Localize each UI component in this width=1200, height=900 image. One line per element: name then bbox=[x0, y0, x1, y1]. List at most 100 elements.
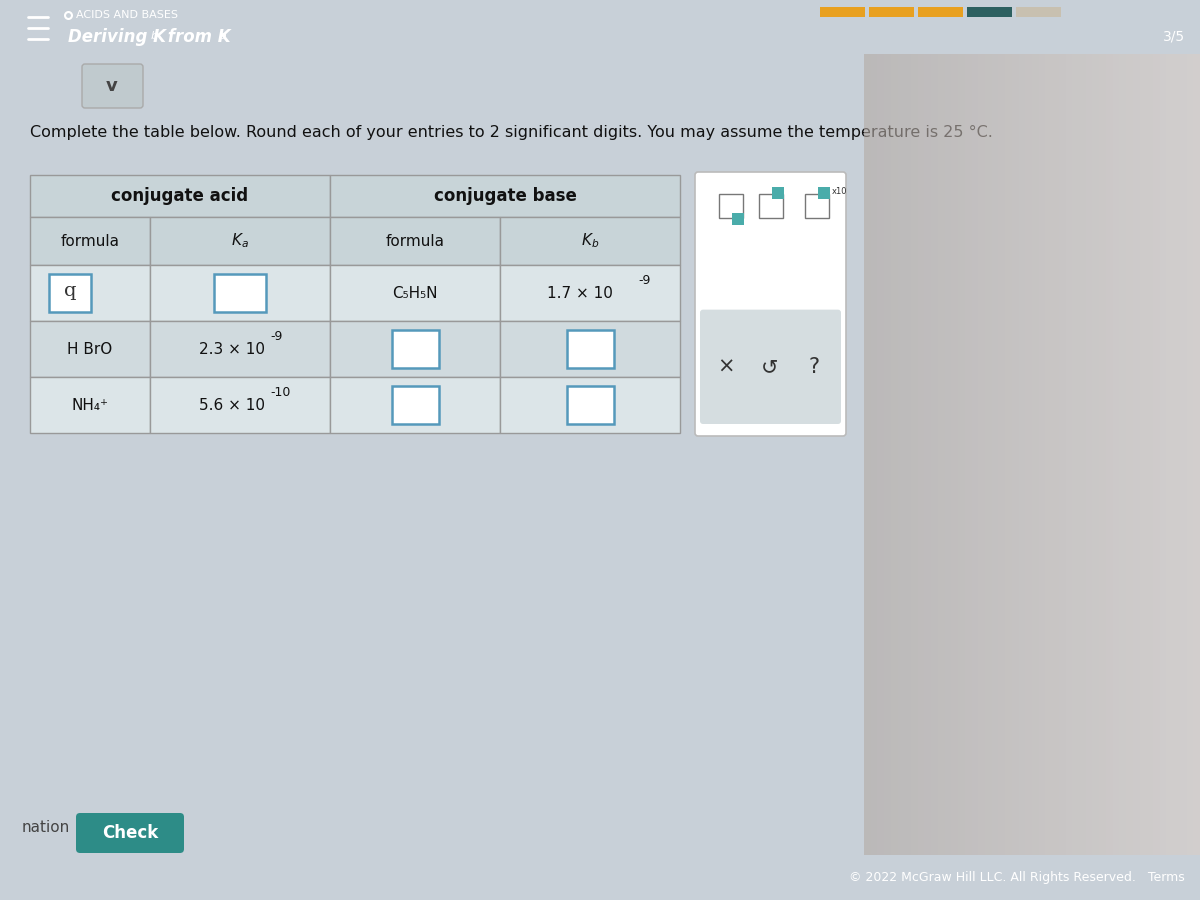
Bar bbox=[1045, 54, 1052, 855]
Bar bbox=[1012, 54, 1019, 855]
Bar bbox=[732, 213, 744, 225]
Bar bbox=[1006, 54, 1012, 855]
Bar bbox=[1058, 54, 1066, 855]
Text: nation: nation bbox=[22, 820, 71, 834]
Bar bbox=[978, 54, 985, 855]
FancyBboxPatch shape bbox=[695, 172, 846, 436]
FancyBboxPatch shape bbox=[30, 217, 150, 265]
Bar bbox=[967, 7, 1012, 17]
FancyBboxPatch shape bbox=[30, 265, 150, 321]
Text: a: a bbox=[220, 31, 227, 41]
Bar bbox=[1025, 54, 1032, 855]
Bar bbox=[877, 54, 884, 855]
Text: $K_a$: $K_a$ bbox=[232, 231, 248, 250]
FancyBboxPatch shape bbox=[150, 265, 330, 321]
Bar bbox=[965, 54, 972, 855]
FancyBboxPatch shape bbox=[805, 194, 829, 218]
Text: ?: ? bbox=[809, 356, 820, 377]
FancyBboxPatch shape bbox=[500, 217, 680, 265]
Bar bbox=[1120, 54, 1126, 855]
FancyBboxPatch shape bbox=[330, 217, 500, 265]
FancyBboxPatch shape bbox=[391, 330, 438, 368]
Bar bbox=[1159, 54, 1166, 855]
Bar bbox=[1126, 54, 1133, 855]
Bar bbox=[1039, 54, 1045, 855]
Bar bbox=[1133, 54, 1140, 855]
FancyBboxPatch shape bbox=[30, 321, 150, 377]
Text: formula: formula bbox=[385, 233, 444, 248]
FancyBboxPatch shape bbox=[150, 377, 330, 433]
Bar bbox=[905, 54, 911, 855]
Bar bbox=[1174, 54, 1180, 855]
FancyBboxPatch shape bbox=[500, 377, 680, 433]
Text: ↺: ↺ bbox=[761, 356, 779, 377]
Text: 3/5: 3/5 bbox=[1163, 30, 1186, 44]
Text: x10: x10 bbox=[832, 186, 847, 195]
Bar bbox=[884, 54, 890, 855]
Bar bbox=[890, 54, 898, 855]
FancyBboxPatch shape bbox=[500, 265, 680, 321]
FancyBboxPatch shape bbox=[760, 194, 784, 218]
Text: ×: × bbox=[718, 356, 734, 377]
Bar bbox=[931, 54, 938, 855]
Bar bbox=[1086, 54, 1092, 855]
Bar bbox=[898, 54, 905, 855]
FancyBboxPatch shape bbox=[500, 321, 680, 377]
Bar bbox=[911, 54, 918, 855]
Text: 1.7 × 10: 1.7 × 10 bbox=[547, 285, 613, 301]
FancyBboxPatch shape bbox=[30, 175, 330, 217]
Bar bbox=[924, 54, 931, 855]
FancyBboxPatch shape bbox=[150, 217, 330, 265]
FancyBboxPatch shape bbox=[150, 321, 330, 377]
Bar bbox=[818, 187, 830, 199]
Text: conjugate acid: conjugate acid bbox=[112, 187, 248, 205]
Text: C₅H₅N: C₅H₅N bbox=[392, 285, 438, 301]
FancyBboxPatch shape bbox=[391, 386, 438, 424]
Bar bbox=[869, 7, 914, 17]
Text: $K_b$: $K_b$ bbox=[581, 231, 599, 250]
Text: -9: -9 bbox=[270, 330, 282, 344]
Bar bbox=[864, 54, 871, 855]
FancyBboxPatch shape bbox=[214, 274, 266, 312]
Text: q: q bbox=[64, 282, 77, 300]
Bar bbox=[1106, 54, 1112, 855]
Bar bbox=[944, 54, 952, 855]
Text: v: v bbox=[106, 77, 118, 95]
Text: NH₄⁺: NH₄⁺ bbox=[72, 398, 108, 412]
Bar bbox=[1146, 54, 1153, 855]
Bar bbox=[1079, 54, 1086, 855]
Bar bbox=[1016, 7, 1061, 17]
FancyBboxPatch shape bbox=[49, 274, 91, 312]
Bar bbox=[1166, 54, 1174, 855]
Bar bbox=[1066, 54, 1073, 855]
Bar bbox=[1180, 54, 1187, 855]
Bar bbox=[958, 54, 965, 855]
Bar bbox=[1153, 54, 1159, 855]
Text: b: b bbox=[151, 31, 158, 41]
Bar bbox=[918, 7, 964, 17]
Bar bbox=[1052, 54, 1058, 855]
Text: 2.3 × 10: 2.3 × 10 bbox=[199, 341, 265, 356]
Text: 5.6 × 10: 5.6 × 10 bbox=[199, 398, 265, 412]
Bar bbox=[1092, 54, 1099, 855]
Bar bbox=[991, 54, 998, 855]
Bar bbox=[952, 54, 958, 855]
Text: Check: Check bbox=[102, 824, 158, 842]
Text: -9: -9 bbox=[638, 274, 650, 287]
Bar bbox=[1140, 54, 1146, 855]
Bar bbox=[1032, 54, 1039, 855]
FancyBboxPatch shape bbox=[330, 175, 680, 217]
FancyBboxPatch shape bbox=[719, 194, 743, 218]
Text: -10: -10 bbox=[270, 386, 290, 400]
Bar bbox=[1193, 54, 1200, 855]
FancyBboxPatch shape bbox=[566, 330, 613, 368]
Bar bbox=[1073, 54, 1079, 855]
FancyBboxPatch shape bbox=[700, 310, 841, 424]
FancyBboxPatch shape bbox=[30, 377, 150, 433]
Text: H BrO: H BrO bbox=[67, 341, 113, 356]
Bar bbox=[871, 54, 877, 855]
Text: from K: from K bbox=[162, 28, 230, 46]
FancyBboxPatch shape bbox=[330, 265, 500, 321]
Bar bbox=[1187, 54, 1193, 855]
Text: conjugate base: conjugate base bbox=[433, 187, 576, 205]
